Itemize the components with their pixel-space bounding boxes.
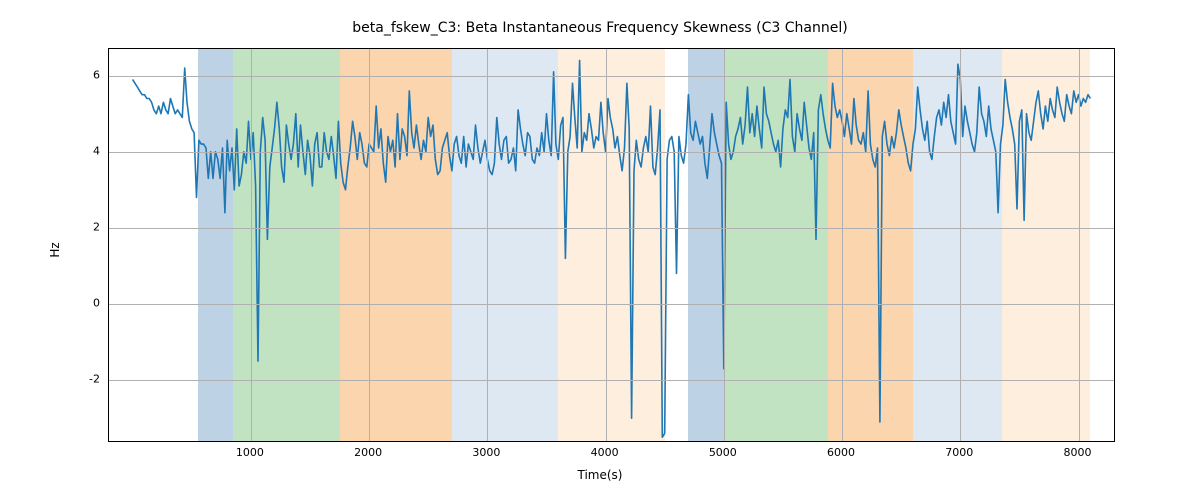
chart-title: beta_fskew_C3: Beta Instantaneous Freque… [0,20,1200,36]
gridline-horizontal [109,152,1114,153]
plot-area [108,48,1115,442]
x-tick-label: 8000 [1064,446,1092,459]
chart-figure: beta_fskew_C3: Beta Instantaneous Freque… [0,0,1200,500]
y-tick-label: 6 [70,68,100,81]
gridline-vertical [251,49,252,441]
gridline-vertical [724,49,725,441]
y-tick-label: 0 [70,296,100,309]
x-tick-label: 4000 [591,446,619,459]
gridline-horizontal [109,228,1114,229]
x-tick-label: 7000 [945,446,973,459]
line-plot [109,49,1114,441]
x-axis-label: Time(s) [0,468,1200,482]
gridline-horizontal [109,304,1114,305]
gridline-horizontal [109,76,1114,77]
x-tick-label: 1000 [236,446,264,459]
gridline-vertical [487,49,488,441]
gridline-horizontal [109,380,1114,381]
gridline-vertical [842,49,843,441]
x-tick-label: 5000 [709,446,737,459]
x-tick-label: 2000 [354,446,382,459]
x-tick-label: 6000 [827,446,855,459]
gridline-vertical [1079,49,1080,441]
y-axis-label: Hz [48,242,62,257]
gridline-vertical [960,49,961,441]
x-tick-label: 3000 [472,446,500,459]
y-tick-label: 2 [70,220,100,233]
gridline-vertical [369,49,370,441]
gridline-vertical [606,49,607,441]
y-tick-label: -2 [70,373,100,386]
y-tick-label: 4 [70,144,100,157]
